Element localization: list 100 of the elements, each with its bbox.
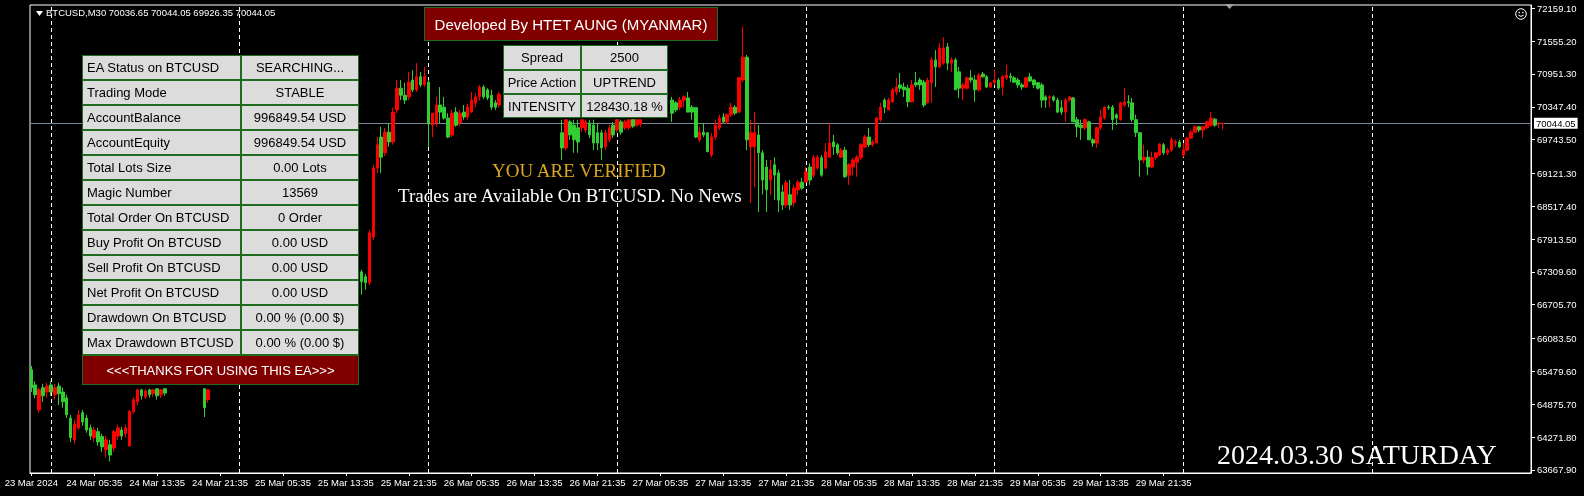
candlestick — [1201, 125, 1205, 139]
candlestick — [906, 84, 910, 108]
candlestick — [619, 119, 623, 136]
annotation: 13569 — [281, 185, 319, 200]
candlestick — [1048, 94, 1051, 108]
candlestick — [843, 146, 847, 179]
candlestick — [757, 124, 760, 213]
annotation: 0.00 Lots — [273, 160, 327, 175]
candlestick — [812, 154, 815, 179]
candlestick — [1024, 76, 1028, 89]
candlestick — [946, 42, 949, 71]
candlestick — [580, 119, 584, 133]
annotation: 996849.54 USD — [253, 135, 347, 150]
y-tick-label: 69121.30 — [1537, 167, 1577, 179]
annotation: INTENSITY — [508, 98, 576, 114]
candlestick — [623, 119, 627, 131]
candlestick — [678, 96, 682, 111]
candlestick — [450, 109, 454, 138]
annotation: <<<THANKS FOR USING THIS EA>>> — [106, 362, 335, 378]
annotation: AccountEquity — [87, 135, 171, 150]
x-tick-label: 25 Mar 13:35 — [317, 476, 374, 488]
y-tick-label: 67309.60 — [1537, 266, 1577, 278]
candlestick — [1209, 111, 1213, 128]
annotation: Buy Profit On BTCUSD — [87, 235, 222, 250]
candlestick — [37, 387, 41, 414]
candlestick — [985, 74, 988, 89]
candlestick — [206, 388, 210, 404]
candlestick — [1079, 119, 1083, 141]
candlestick — [53, 383, 57, 401]
annotation: 0.00 USD — [271, 235, 329, 250]
candlestick — [1197, 125, 1201, 133]
annotation: Net Profit On BTCUSD — [87, 285, 220, 300]
annotation: Trading Mode — [87, 85, 167, 100]
candlestick — [419, 71, 422, 88]
candlestick — [898, 72, 902, 93]
candlestick — [462, 104, 466, 121]
annotation: 0.00 % (0.00 $) — [255, 335, 345, 350]
candlestick — [682, 94, 686, 108]
annotation: STABLE — [275, 85, 325, 100]
candlestick — [427, 79, 430, 148]
y-tick-label: 66083.50 — [1537, 333, 1577, 345]
candlestick — [1020, 82, 1024, 91]
candlestick — [399, 79, 403, 101]
candlestick — [670, 96, 674, 123]
candlestick — [144, 388, 147, 400]
candlestick — [934, 49, 937, 88]
candlestick — [942, 36, 945, 66]
annotation: Total Lots Size — [87, 160, 172, 175]
annotation: 2024.03.30 SATURDAY — [1217, 438, 1497, 470]
annotation: YOU ARE VERIFIED — [492, 160, 666, 181]
y-tick-label: 63667.90 — [1537, 464, 1577, 476]
chart-title: BTCUSD,M30 70036.65 70044.05 69926.35 70044.05 — [46, 7, 276, 18]
candlestick — [1060, 99, 1063, 116]
x-tick-label: 29 Mar 05:35 — [1009, 476, 1066, 488]
candlestick — [698, 126, 701, 143]
candlestick — [1012, 75, 1016, 84]
y-tick-label: 64875.70 — [1537, 398, 1577, 410]
candlestick — [788, 179, 792, 211]
candlestick — [615, 119, 619, 134]
y-tick-label: 67913.50 — [1537, 233, 1577, 245]
annotation: 0.00 USD — [271, 260, 329, 275]
candlestick — [867, 127, 871, 148]
annotation: Drawdown On BTCUSD — [87, 310, 227, 325]
annotation: 2500 — [610, 50, 639, 65]
y-tick-label: 65479.60 — [1537, 365, 1577, 377]
annotation: 0.00 USD — [271, 285, 329, 300]
x-tick-label: 26 Mar 13:35 — [506, 476, 563, 488]
candlestick — [1217, 121, 1220, 129]
candlestick — [784, 179, 788, 209]
candlestick — [383, 127, 387, 157]
x-tick-label: 27 Mar 13:35 — [695, 476, 752, 488]
annotation: Price Action — [507, 74, 577, 90]
candlestick — [627, 119, 631, 131]
annotation: Trades are Available On BTCUSD. No News — [398, 185, 742, 206]
annotation: 128430.18 % — [586, 98, 663, 114]
x-tick-label: 27 Mar 05:35 — [632, 476, 689, 488]
candlestick — [1142, 144, 1146, 164]
candlestick — [403, 82, 407, 105]
candlestick — [1056, 97, 1059, 114]
candlestick — [104, 435, 108, 459]
candlestick — [592, 119, 595, 151]
annotation: 996849.54 USD — [253, 110, 347, 125]
candlestick — [411, 69, 414, 93]
candlestick — [1158, 142, 1161, 157]
candlestick — [997, 77, 1000, 91]
candlestick — [993, 69, 996, 86]
candlestick — [379, 126, 383, 174]
y-tick-label: 70347.40 — [1537, 101, 1577, 113]
candlestick — [584, 119, 587, 134]
annotation: SEARCHING... — [255, 60, 345, 75]
candlestick — [364, 273, 367, 291]
candlestick — [387, 122, 391, 148]
candlestick — [604, 129, 607, 151]
candlestick — [1162, 142, 1165, 156]
candlestick — [800, 177, 804, 191]
candlestick — [482, 84, 485, 100]
candlestick — [92, 426, 96, 443]
x-tick-label: 29 Mar 13:35 — [1072, 476, 1129, 488]
candlestick — [745, 54, 749, 151]
annotation: 0 Order — [277, 210, 323, 225]
